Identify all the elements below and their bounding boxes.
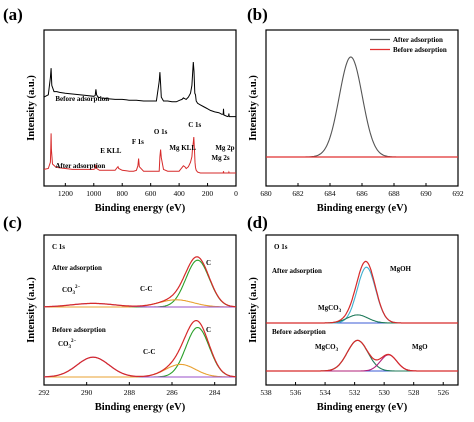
x-tick-label-c: 288 [124,388,136,397]
x-axis-label-c: Binding energy (eV) [95,402,186,413]
x-tick-label-b: 692 [452,189,464,198]
annotation-a-1: After adsorption [55,162,105,170]
annotation-c-2: C [206,259,211,267]
plot-frame-d [265,234,459,386]
x-axis-label-a: Binding energy (eV) [95,203,186,214]
annotation-c-1: Before adsorption [52,326,106,334]
panel-label-c: (c) [3,213,22,232]
component-d-0-0 [266,266,458,324]
envelope-d-1 [266,339,458,372]
annotation-a-6: C 1s [188,121,201,129]
panel-label-b: (b) [247,5,268,24]
component-d-1-1 [266,354,458,372]
component-c-1-1 [44,363,236,378]
panel-c-c1s: 292 290 288 286 284 Binding energy (eV) Intens… [26,234,237,413]
x-tick-label-d: 528 [408,388,420,397]
x-axis-label-d: Binding energy (eV) [317,402,408,413]
annotation-d-4: MgCO3 [315,343,339,353]
x-tick-label-a: 1000 [86,189,101,198]
x-tick-label-b: 684 [324,189,336,198]
x-tick-label-c: 290 [81,388,93,397]
panel-a-survey: 1200 1000 800 600 400 200 0 Binding energy (eV)… [26,29,238,214]
envelope-c-0 [44,256,237,308]
x-tick-label-a: 400 [173,189,185,198]
y-axis-label-c: Intensity (a.u.) [26,277,37,343]
panel-title-d: O 1s [274,243,288,251]
annotation-c-4: CO32− [62,285,81,296]
envelope-d-0 [266,260,458,324]
annotation-a-3: F 1s [132,138,144,146]
y-axis-label-b: Intensity (a.u.) [248,75,259,141]
x-tick-label-d: 526 [438,388,450,397]
x-tick-label-d: 538 [260,388,272,397]
x-tick-label-a: 200 [202,189,214,198]
component-c-1-0 [44,326,237,378]
panel-label-a: (a) [3,5,23,24]
x-tick-label-b: 686 [356,189,368,198]
series-line-b-0 [266,56,458,158]
annotation-d-1: Before adsorption [272,328,326,336]
series-line-after [43,133,236,174]
y-axis-label-a: Intensity (a.u.) [26,75,37,141]
annotation-c-before-co3: CO32− [58,339,77,350]
x-tick-label-c: 286 [166,388,178,397]
x-tick-label-a: 800 [117,189,129,198]
x-tick-label-a: 1200 [58,189,73,198]
panel-label-d: (d) [247,213,268,232]
x-axis-label-b: Binding energy (eV) [317,203,408,214]
x-tick-label-b: 682 [292,189,304,198]
annotation-a-2: E KLL [100,147,122,155]
plot-frame-a [43,29,237,187]
x-tick-label-c: 284 [209,388,221,397]
annotation-d-0: After adsorption [272,267,322,275]
x-tick-label-b: 688 [388,189,400,198]
plot-frame-c [43,234,237,386]
component-d-0-1 [266,314,458,324]
legend-label-b-0: After adsorption [393,36,443,44]
annotation-a-7: Mg 2p [215,144,234,152]
x-tick-label-d: 530 [379,388,391,397]
panel-title-c: C 1s [52,243,65,251]
panel-b-f1s: 680 682 684 686 688 690 692 Binding energy (eV)… [248,29,464,214]
panel-d-o1s: 538 536 534 532 530 528 526 Binding energy (eV)… [248,234,459,413]
x-tick-label-b: 680 [260,189,272,198]
annotation-a-4: O 1s [154,128,168,136]
envelope-c-1 [44,320,237,378]
y-axis-label-d: Intensity (a.u.) [248,277,259,343]
annotation-a-5: Mg KLL [169,144,196,152]
x-tick-label-c: 292 [38,388,50,397]
component-d-1-0 [266,339,458,372]
annotation-c-before-cc: C-C [143,348,155,356]
x-tick-label-a: 600 [145,189,157,198]
annotation-d-5: MgO [412,343,428,351]
annotation-a-8: Mg 2s [212,154,230,162]
x-tick-label-d: 536 [290,388,302,397]
annotation-c-3: C-C [140,285,152,293]
legend-label-b-1: Before adsorption [393,46,447,54]
annotation-a-0: Before adsorption [55,95,109,103]
annotation-c-0: After adsorption [52,264,102,272]
x-tick-label-d: 532 [349,388,361,397]
x-tick-label-a: 0 [234,189,238,198]
annotation-d-3: MgCO3 [318,304,342,314]
annotation-c-before-c: C [206,326,211,334]
x-tick-label-d: 534 [319,388,331,397]
x-tick-label-b: 690 [420,189,432,198]
series-line-before [43,61,236,118]
annotation-d-2: MgOH [390,265,412,273]
